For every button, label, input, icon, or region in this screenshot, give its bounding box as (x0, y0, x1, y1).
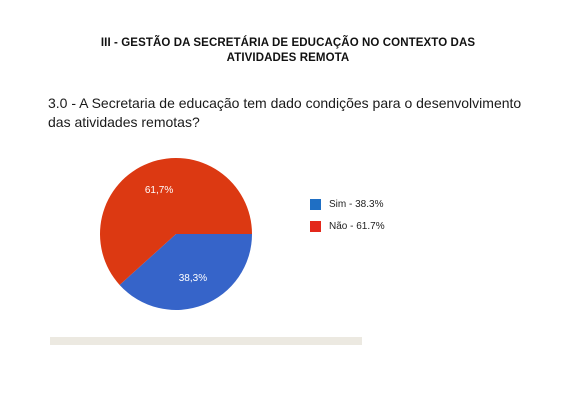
legend-swatch-sim (310, 198, 321, 210)
chart-legend: Sim - 38.3% Não - 61.7% (310, 197, 385, 241)
pie-data-label-sim: 38,3% (179, 273, 207, 284)
legend-item-sim: Sim - 38.3% (310, 197, 385, 211)
legend-label-sim: Sim - 38.3% (329, 198, 384, 210)
question-line2: das atividades remotas? (48, 114, 200, 130)
legend-swatch-nao (310, 220, 321, 232)
section-title: III - GESTÃO DA SECRETÁRIA DE EDUCAÇÃO N… (60, 36, 516, 66)
pie-chart: 38,3% 61,7% (100, 158, 253, 310)
section-title-line2: ATIVIDADES REMOTA (226, 52, 350, 64)
pie-slice-nao (100, 158, 253, 285)
pie-slice-sim (119, 234, 252, 310)
legend-label-nao: Não - 61.7% (329, 220, 385, 232)
question-text: 3.0 - A Secretaria de educação tem dado … (48, 94, 548, 132)
pie-data-label-nao: 61,7% (145, 185, 173, 196)
footer-bar (50, 337, 362, 345)
legend-item-nao: Não - 61.7% (310, 219, 385, 233)
section-title-line1: III - GESTÃO DA SECRETÁRIA DE EDUCAÇÃO N… (100, 37, 476, 49)
question-line1: 3.0 - A Secretaria de educação tem dado … (48, 95, 522, 111)
